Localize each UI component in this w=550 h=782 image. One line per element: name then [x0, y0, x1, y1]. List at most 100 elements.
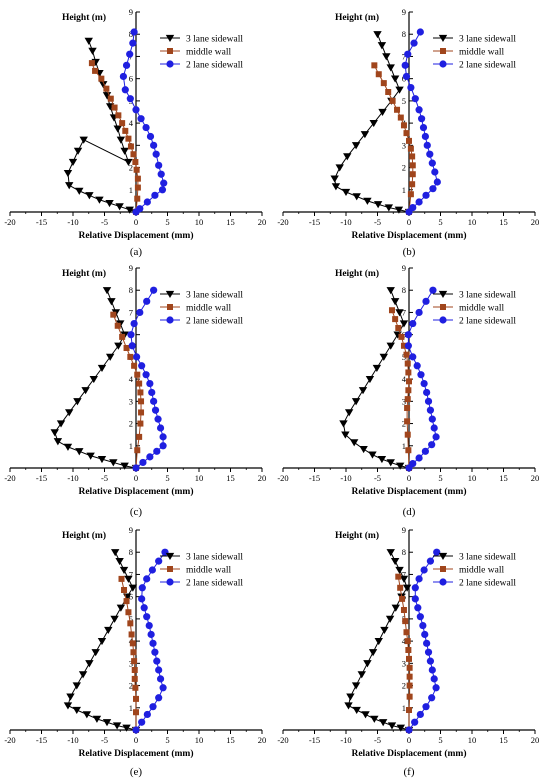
data-point — [105, 353, 115, 361]
data-point — [404, 50, 412, 58]
data-point — [115, 112, 122, 119]
data-point — [127, 353, 134, 360]
data-point — [411, 595, 419, 603]
data-point — [404, 418, 411, 425]
x-tick-label: 10 — [195, 735, 204, 745]
y-axis-title: Height (m) — [62, 530, 106, 541]
data-point — [88, 47, 97, 55]
y-axis-title: Height (m) — [62, 268, 106, 279]
x-tick-label: -15 — [309, 473, 320, 483]
data-point — [413, 362, 421, 370]
panel-label: (c) — [130, 506, 143, 518]
x-tick-label: -15 — [36, 217, 47, 227]
data-point — [369, 119, 378, 128]
data-point — [406, 664, 413, 671]
x-tick-label: 10 — [468, 735, 477, 745]
data-point — [415, 198, 423, 206]
data-point — [112, 722, 122, 730]
y-tick-label: 7 — [129, 569, 133, 579]
legend-marker — [438, 290, 448, 298]
data-point — [386, 342, 395, 350]
data-point — [132, 159, 139, 165]
x-tick-label: -15 — [36, 735, 47, 745]
data-point — [406, 682, 413, 689]
data-point — [149, 703, 157, 711]
data-point — [122, 127, 129, 134]
data-point — [134, 184, 141, 191]
data-point — [399, 595, 406, 602]
data-point — [390, 298, 400, 306]
legend-marker — [439, 60, 447, 68]
y-tick-label: 1 — [129, 441, 133, 451]
y-tick-label: 3 — [402, 140, 406, 150]
y-tick-label: 9 — [402, 525, 406, 535]
data-point — [120, 147, 129, 155]
data-point — [341, 188, 351, 196]
data-point — [335, 164, 344, 172]
data-point — [406, 693, 413, 700]
chart-panel-1: -20-15-10-505101520123456789Height (m)Re… — [4, 7, 266, 258]
data-point — [399, 575, 409, 583]
legend-marker — [438, 552, 448, 560]
data-point — [119, 333, 126, 340]
data-point — [370, 715, 379, 723]
x-axis-title: Relative Displacement (mm) — [351, 748, 466, 759]
data-point — [371, 62, 378, 69]
data-point — [116, 136, 126, 144]
data-point — [137, 389, 144, 396]
y-tick-label: 8 — [402, 29, 406, 39]
data-point — [357, 671, 366, 679]
legend-marker — [165, 34, 175, 42]
data-point — [426, 406, 435, 414]
data-point — [99, 81, 108, 89]
data-point — [86, 452, 95, 460]
y-tick-label: 1 — [402, 185, 406, 195]
data-point — [50, 429, 59, 437]
data-point — [384, 204, 394, 212]
data-point — [351, 398, 361, 406]
data-point — [53, 438, 63, 446]
data-point — [85, 192, 94, 200]
data-point — [405, 387, 412, 394]
data-point — [92, 67, 99, 74]
x-tick-label: -20 — [4, 735, 15, 745]
x-tick-label: 15 — [226, 473, 235, 483]
data-point — [363, 197, 372, 205]
data-point — [428, 441, 436, 449]
data-point — [63, 169, 73, 178]
data-point — [119, 120, 126, 127]
data-point — [126, 50, 134, 58]
legend-label: 2 lane sidewall — [186, 61, 243, 71]
data-point — [398, 333, 405, 340]
panel-label: (d) — [403, 506, 416, 518]
data-point — [143, 575, 151, 583]
legend-label: 3 lane sidewall — [186, 291, 243, 301]
legend-marker — [166, 578, 174, 586]
x-tick-label: 10 — [468, 217, 477, 227]
data-point — [411, 584, 419, 592]
data-point — [132, 726, 140, 734]
data-point — [73, 147, 83, 155]
legend-marker — [438, 34, 448, 42]
data-point — [155, 161, 163, 169]
data-point — [395, 566, 404, 574]
y-tick-label: 8 — [129, 285, 133, 295]
data-point — [428, 694, 436, 702]
legend-label: 2 lane sidewall — [459, 317, 516, 327]
data-point — [330, 175, 339, 183]
data-point — [110, 311, 117, 318]
data-point — [133, 166, 140, 173]
data-point — [149, 639, 157, 647]
x-tick-label: -20 — [277, 473, 288, 483]
legend-marker — [439, 578, 447, 586]
chart-panel-3: -20-15-10-505101520123456789Height (m)Re… — [4, 263, 266, 518]
x-tick-label: 15 — [499, 217, 508, 227]
data-point — [399, 320, 409, 328]
y-tick-label: 3 — [129, 396, 133, 406]
x-axis-title: Relative Displacement (mm) — [78, 748, 193, 759]
data-point — [120, 462, 129, 470]
y-axis-title: Height (m) — [335, 530, 379, 541]
legend-marker — [165, 552, 175, 560]
data-point — [397, 584, 404, 591]
